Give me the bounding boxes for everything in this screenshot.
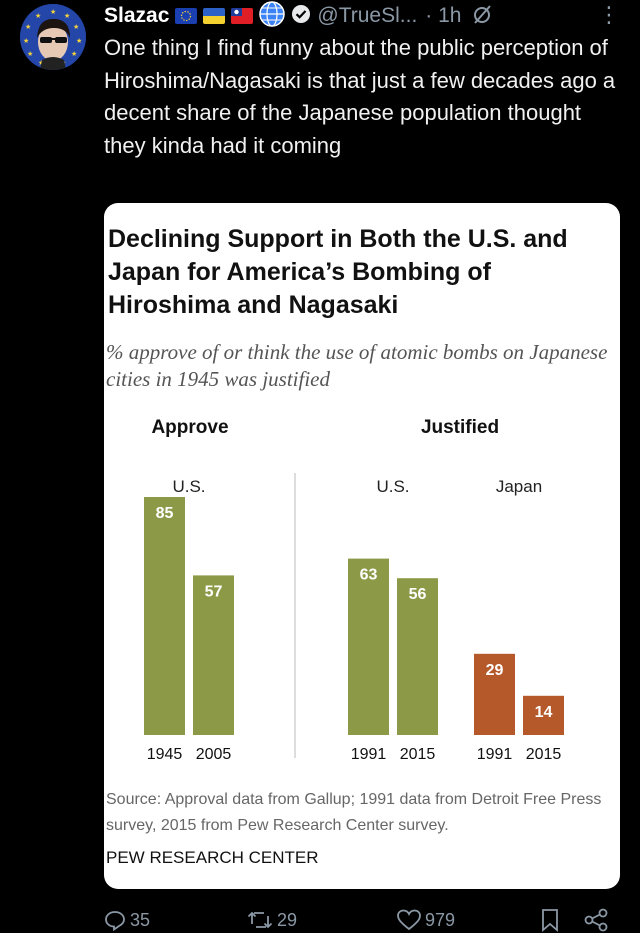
country-label: U.S. — [376, 477, 409, 496]
retweet-button[interactable]: 29 — [247, 907, 297, 933]
globe-icon — [259, 0, 286, 32]
chart-image-card[interactable]: Declining Support in Both the U.S. and J… — [104, 203, 620, 889]
year-label: 1945 — [147, 746, 183, 763]
year-label: 1991 — [477, 746, 513, 763]
bar-chart: Approve Justified U.S. 85 1945 57 2005 U.S. 63 19… — [144, 417, 564, 763]
avatar[interactable]: ★★★ ★★★ ★★★ ★★ — [20, 4, 86, 70]
year-label: 2005 — [196, 746, 232, 763]
bar-value-label: 56 — [409, 586, 427, 603]
tweet-text: One thing I find funny about the public … — [104, 35, 616, 158]
year-label: 1991 — [351, 746, 387, 763]
heart-icon — [397, 909, 421, 931]
author-name[interactable]: Slazac — [104, 4, 170, 27]
chart-title: Declining Support in Both the U.S. and J… — [108, 225, 568, 319]
reply-count: 35 — [130, 909, 151, 930]
bookmark-icon — [542, 909, 558, 932]
bar-value-label: 29 — [486, 662, 504, 679]
chart-subtitle: % approve of or think the use of atomic … — [106, 340, 608, 391]
verified-badge-icon — [291, 4, 311, 29]
bar-value-label: 63 — [360, 567, 378, 584]
country-label: U.S. — [172, 477, 205, 496]
more-options-icon[interactable]: ⋮ — [598, 2, 620, 27]
bar — [348, 558, 389, 735]
timestamp[interactable]: · 1h — [425, 4, 462, 27]
svg-text:★: ★ — [23, 37, 29, 45]
reply-button[interactable]: 35 — [104, 907, 150, 933]
bar-value-label: 14 — [535, 704, 553, 721]
like-count: 979 — [425, 909, 456, 930]
bar — [193, 575, 234, 735]
bar-value-label: 85 — [156, 505, 174, 522]
author-handle[interactable]: @TrueSl... — [317, 4, 418, 27]
bar — [397, 578, 438, 735]
reply-icon — [105, 911, 125, 931]
svg-text:★: ★ — [71, 50, 77, 58]
bookmark-button[interactable] — [540, 907, 564, 933]
svg-text:★: ★ — [27, 50, 33, 58]
retweet-count: 29 — [277, 909, 298, 930]
svg-text:★: ★ — [25, 23, 31, 31]
bar — [144, 497, 185, 735]
ukraine-flag-icon — [203, 8, 226, 24]
svg-text:★: ★ — [38, 59, 44, 67]
avatar-icon: ★★★ ★★★ ★★★ ★★ — [20, 4, 86, 70]
share-icon — [584, 908, 608, 932]
svg-text:★: ★ — [35, 12, 41, 20]
country-label: Japan — [496, 477, 542, 496]
share-button[interactable] — [583, 907, 613, 933]
bar — [474, 653, 515, 735]
bar-value-label: 57 — [205, 583, 223, 600]
year-label: 2015 — [526, 746, 562, 763]
taiwan-flag-icon — [231, 8, 254, 24]
section-heading: Justified — [421, 417, 499, 438]
svg-text:★: ★ — [73, 23, 79, 31]
bar — [523, 695, 564, 735]
section-heading: Approve — [151, 417, 228, 438]
chart-source: Source: Approval data from Gallup; 1991 … — [106, 791, 602, 834]
chart-publisher: PEW RESEARCH CENTER — [106, 848, 319, 867]
tweet-header: Slazac @TrueSl... · 1h ⋮ — [104, 0, 620, 32]
muted-icon — [471, 3, 493, 30]
eu-flag-icon — [175, 8, 198, 24]
svg-text:★: ★ — [76, 37, 82, 45]
like-button[interactable]: 979 — [397, 907, 455, 933]
retweet-icon — [247, 911, 273, 929]
year-label: 2015 — [400, 746, 436, 763]
svg-text:★: ★ — [50, 8, 56, 16]
svg-text:★: ★ — [64, 12, 70, 20]
